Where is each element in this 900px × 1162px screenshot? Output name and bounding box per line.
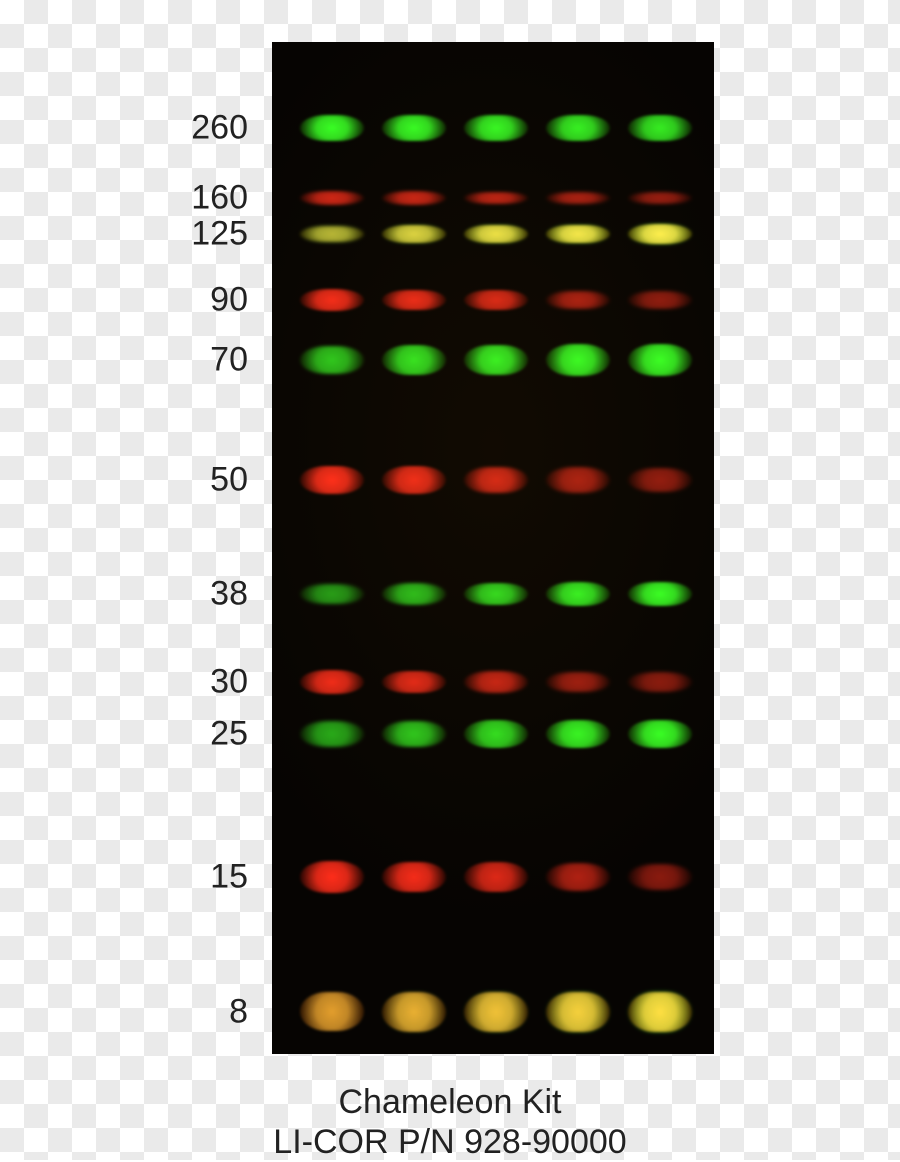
band-30-lane-4 [546,672,610,692]
gel-image [272,42,714,1054]
band-90-lane-5 [628,291,692,309]
marker-label-70: 70 [210,341,248,380]
band-50-lane-1 [300,466,364,495]
band-15-lane-2 [382,862,446,893]
band-30-lane-3 [464,671,528,693]
band-25-lane-3 [464,720,528,747]
band-8-lane-3-overlay [464,992,528,1032]
band-50-lane-3 [464,467,528,494]
band-8-lane-2-overlay [382,992,446,1031]
band-90-lane-2 [382,290,446,311]
band-25-lane-5 [628,720,692,749]
band-50-lane-4 [546,467,610,492]
band-125-lane-5-overlay [628,224,692,243]
page: { "caption": { "line1": "Chameleon Kit",… [0,0,900,1160]
band-25-lane-2 [382,721,446,747]
band-260-lane-3 [464,115,528,141]
band-15-lane-3 [464,862,528,892]
marker-label-38: 38 [210,575,248,614]
band-160-lane-3 [464,192,528,205]
band-30-lane-2 [382,671,446,694]
band-90-lane-4 [546,291,610,310]
lane-3 [464,42,528,1054]
marker-label-25: 25 [210,715,248,754]
band-90-lane-1 [300,289,364,310]
band-38-lane-3 [464,583,528,606]
marker-label-125: 125 [191,215,248,254]
band-25-lane-1 [300,721,364,746]
band-70-lane-3 [464,345,528,375]
marker-label-260: 260 [191,109,248,148]
band-50-lane-5 [628,468,692,492]
marker-label-8: 8 [229,993,248,1032]
band-30-lane-1 [300,670,364,693]
band-125-lane-3-overlay [464,225,528,244]
lane-2 [382,42,446,1054]
band-260-lane-5 [628,115,692,141]
band-125-lane-4-overlay [546,225,610,244]
marker-label-15: 15 [210,858,248,897]
band-15-lane-4 [546,863,610,890]
marker-label-90: 90 [210,281,248,320]
band-38-lane-5 [628,582,692,606]
band-38-lane-4 [546,582,610,605]
band-8-lane-5-overlay [628,992,692,1033]
lane-1 [300,42,364,1054]
band-260-lane-1 [300,115,364,141]
band-30-lane-5 [628,672,692,692]
band-90-lane-3 [464,290,528,310]
caption-line-1: Chameleon Kit [0,1083,900,1122]
marker-label-30: 30 [210,663,248,702]
band-38-lane-2 [382,583,446,605]
band-160-lane-1 [300,191,364,204]
caption-line-2: LI-COR P/N 928-90000 [0,1123,900,1162]
band-15-lane-5 [628,864,692,890]
band-160-lane-2 [382,191,446,204]
band-70-lane-2 [382,345,446,375]
band-8-lane-4-overlay [546,992,610,1032]
band-25-lane-4 [546,720,610,748]
marker-label-160: 160 [191,179,248,218]
band-125-lane-2-overlay [382,225,446,243]
band-38-lane-1 [300,584,364,604]
lane-4 [546,42,610,1054]
band-50-lane-2 [382,466,446,494]
band-70-lane-1 [300,346,364,374]
band-160-lane-4 [546,192,610,205]
band-15-lane-1 [300,861,364,892]
band-8-lane-1-overlay [300,992,364,1031]
gel-area [272,42,714,1054]
band-260-lane-2 [382,115,446,141]
band-125-lane-1-overlay [300,226,364,243]
marker-label-50: 50 [210,461,248,500]
band-160-lane-5 [628,192,692,204]
band-70-lane-5 [628,344,692,375]
band-70-lane-4 [546,344,610,375]
band-260-lane-4 [546,115,610,141]
lane-5 [628,42,692,1054]
